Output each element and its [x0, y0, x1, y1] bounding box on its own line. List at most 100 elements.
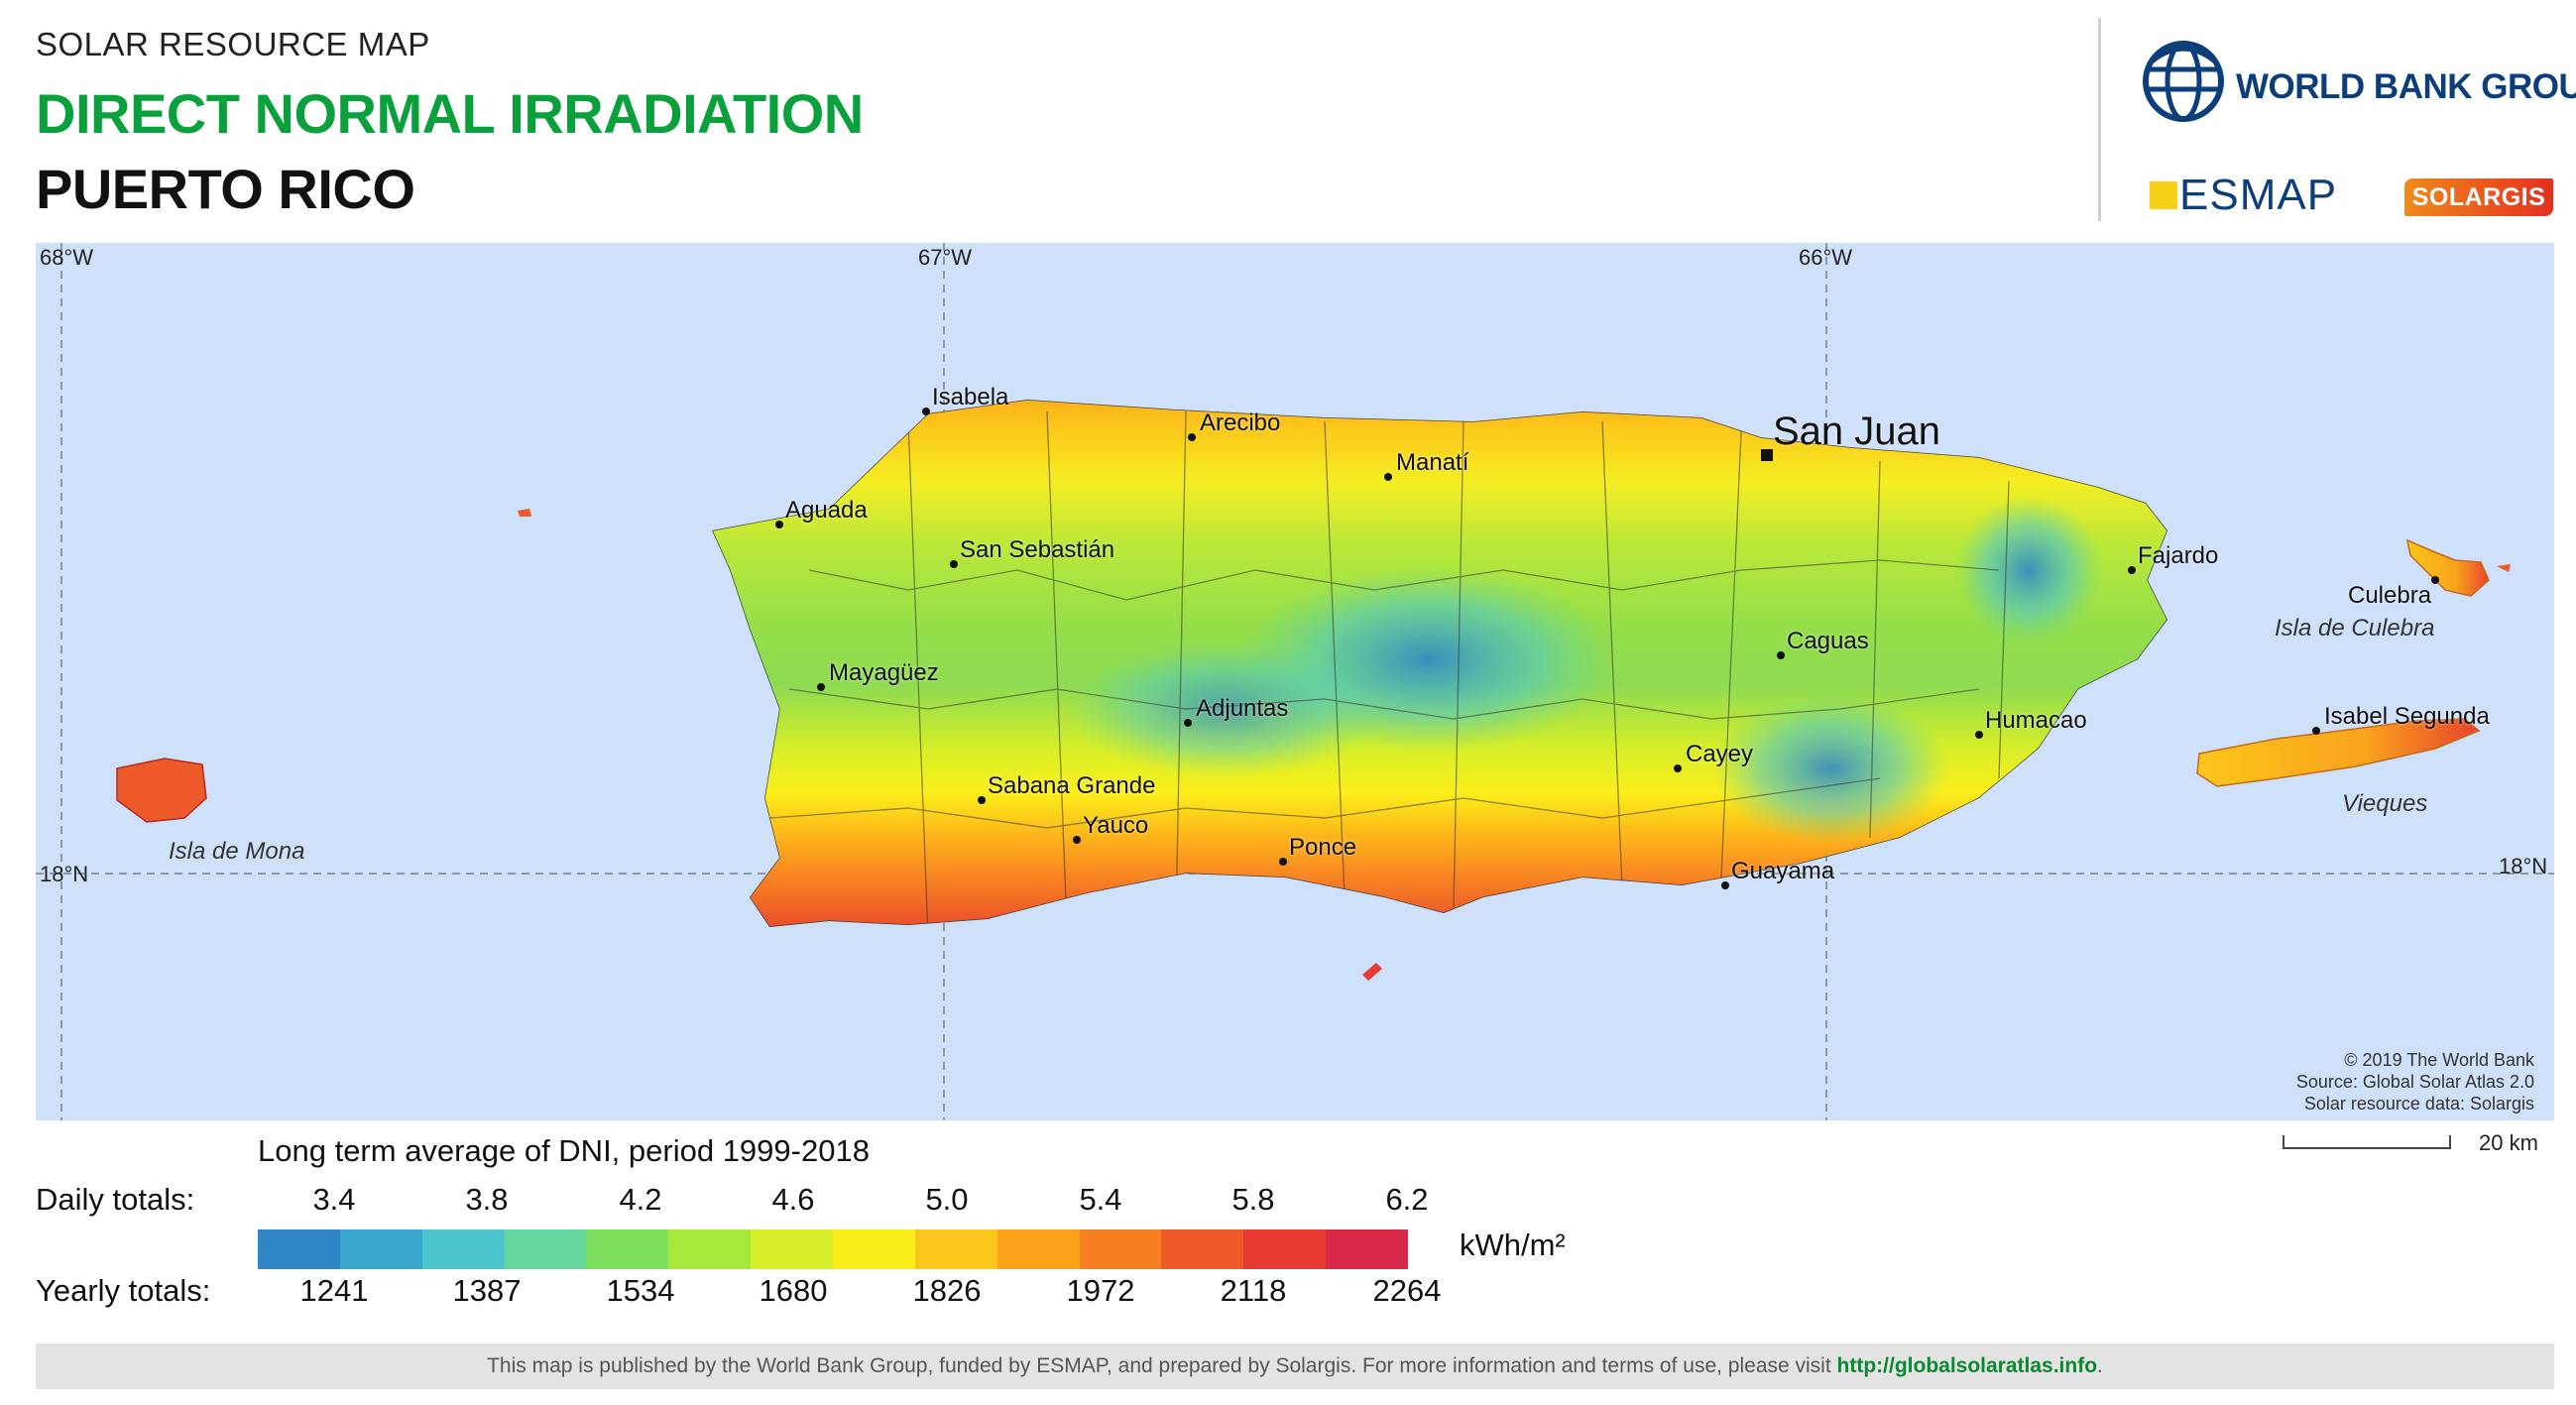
- daily-totals-label: Daily totals:: [36, 1182, 195, 1217]
- legend-swatch: [751, 1229, 834, 1269]
- place-dot-isabel-segunda: [2312, 727, 2320, 735]
- daily-tick: 5.0: [925, 1182, 969, 1217]
- place-dot-yauco: [1073, 836, 1081, 844]
- world-bank-logo: WORLD BANK GROUP: [2142, 40, 2576, 129]
- place-aguada: Aguada: [785, 497, 868, 524]
- legend-swatch: [586, 1229, 669, 1269]
- world-bank-wordmark: WORLD BANK GROUP: [2236, 67, 2576, 106]
- credit-copyright: © 2019 The World Bank: [2344, 1050, 2534, 1070]
- place-culebra: Culebra: [2348, 582, 2432, 609]
- yearly-tick: 1387: [452, 1273, 522, 1308]
- isla-de-mona: [116, 758, 207, 823]
- daily-tick: 5.8: [1231, 1182, 1275, 1217]
- place-dot-ponce: [1279, 858, 1287, 866]
- solargis-logo: SOLARGIS: [2404, 178, 2553, 216]
- yearly-tick: 2264: [1372, 1273, 1442, 1308]
- capital-marker: [1761, 449, 1773, 461]
- legend-swatch: [258, 1229, 340, 1269]
- credit-data: Solar resource data: Solargis: [2303, 1094, 2534, 1113]
- daily-tick: 4.2: [619, 1182, 662, 1217]
- place-dot-guayama: [1721, 881, 1729, 889]
- yearly-tick: 1241: [299, 1273, 369, 1308]
- scale-bar: [2283, 1135, 2451, 1149]
- label-isla-de-mona: Isla de Mona: [169, 838, 305, 865]
- latitude-label-18n-east: 18°N: [2499, 854, 2548, 878]
- legend-swatch: [833, 1229, 915, 1269]
- label-isla-de-culebra: Isla de Culebra: [2275, 615, 2435, 642]
- legend-swatch: [1243, 1229, 1327, 1269]
- yearly-tick: 1680: [759, 1273, 828, 1308]
- caja-de-muertos-islet: [1362, 963, 1382, 981]
- place-caguas: Caguas: [1787, 628, 1869, 654]
- place-guayama: Guayama: [1731, 858, 1835, 884]
- label-vieques: Vieques: [2342, 790, 2428, 817]
- place-dot-manati: [1384, 473, 1392, 481]
- footer-link[interactable]: http://globalsolaratlas.info: [1836, 1354, 2098, 1377]
- legend-swatch: [421, 1229, 505, 1269]
- place-isabela: Isabela: [932, 384, 1009, 410]
- legend-swatch: [1161, 1229, 1244, 1269]
- main-island: [712, 400, 2167, 927]
- country-name: PUERTO RICO: [36, 158, 415, 220]
- footer-end: .: [2097, 1354, 2103, 1377]
- graticule: [36, 243, 2554, 1120]
- map-canvas: [36, 243, 2554, 1120]
- daily-tick: 6.2: [1385, 1182, 1429, 1217]
- place-san-sebastian: San Sebastián: [960, 536, 1115, 563]
- place-fajardo: Fajardo: [2138, 542, 2219, 569]
- esmap-wordmark: ESMAP: [2179, 171, 2338, 219]
- yearly-tick: 1534: [606, 1273, 675, 1308]
- yearly-totals-label: Yearly totals:: [36, 1273, 211, 1308]
- place-san-juan: San Juan: [1773, 410, 1941, 453]
- solargis-wordmark: SOLARGIS: [2411, 183, 2546, 211]
- longitude-label-67w: 67°W: [918, 245, 973, 270]
- vieques: [2196, 718, 2481, 787]
- footer-notice: This map is published by the World Bank …: [36, 1344, 2554, 1389]
- map-title: DIRECT NORMAL IRRADIATION: [36, 82, 864, 145]
- legend-color-scale: [258, 1229, 1409, 1269]
- footer-text: This map is published by the World Bank …: [487, 1354, 1831, 1377]
- legend-swatch: [1079, 1229, 1162, 1269]
- place-mayaguez: Mayagüez: [829, 659, 939, 686]
- place-manati: Manatí: [1396, 449, 1469, 476]
- culebra: [2405, 538, 2490, 597]
- daily-tick: 3.8: [465, 1182, 509, 1217]
- place-dot-mayaguez: [817, 683, 825, 691]
- place-dot-humacao: [1975, 731, 1983, 739]
- legend-swatch: [914, 1229, 997, 1269]
- desecheo-islet: [518, 509, 531, 517]
- place-ponce: Ponce: [1289, 834, 1357, 861]
- esmap-sun-icon: [2150, 181, 2177, 209]
- daily-tick: 5.4: [1079, 1182, 1122, 1217]
- place-dot-adjuntas: [1184, 719, 1192, 727]
- dni-map[interactable]: 68°W 67°W 66°W 18°N 18°N San Juan Isabel…: [36, 243, 2554, 1120]
- place-dot-isabela: [922, 408, 930, 415]
- scale-label: 20 km: [2479, 1130, 2538, 1155]
- daily-tick: 4.6: [771, 1182, 815, 1217]
- place-isabel-segunda: Isabel Segunda: [2324, 703, 2490, 730]
- place-dot-fajardo: [2128, 566, 2136, 574]
- place-dot-san-sebastian: [950, 560, 958, 568]
- globe-icon: [2143, 41, 2224, 122]
- yearly-tick: 1826: [912, 1273, 982, 1308]
- longitude-label-68w: 68°W: [40, 245, 94, 270]
- place-arecibo: Arecibo: [1200, 410, 1281, 436]
- place-dot-caguas: [1777, 651, 1785, 659]
- yearly-tick: 1972: [1066, 1273, 1135, 1308]
- daily-tick: 3.4: [312, 1182, 356, 1217]
- map-credits: © 2019 The World Bank Source: Global Sol…: [2296, 1049, 2534, 1114]
- legend-swatch: [668, 1229, 752, 1269]
- place-dot-aguada: [775, 521, 783, 528]
- esmap-logo: ESMAP: [2150, 169, 2348, 220]
- place-cayey: Cayey: [1686, 741, 1754, 767]
- place-dot-culebra: [2431, 576, 2439, 584]
- legend-swatch: [504, 1229, 587, 1269]
- map-kicker: SOLAR RESOURCE MAP: [36, 26, 430, 62]
- place-dot-sabana-grande: [978, 796, 986, 804]
- legend-swatch: [996, 1229, 1080, 1269]
- latitude-label-18n-west: 18°N: [40, 862, 89, 886]
- place-adjuntas: Adjuntas: [1196, 695, 1289, 722]
- credit-source: Source: Global Solar Atlas 2.0: [2295, 1072, 2534, 1092]
- longitude-label-66w: 66°W: [1799, 245, 1853, 270]
- logo-divider: [2098, 18, 2101, 221]
